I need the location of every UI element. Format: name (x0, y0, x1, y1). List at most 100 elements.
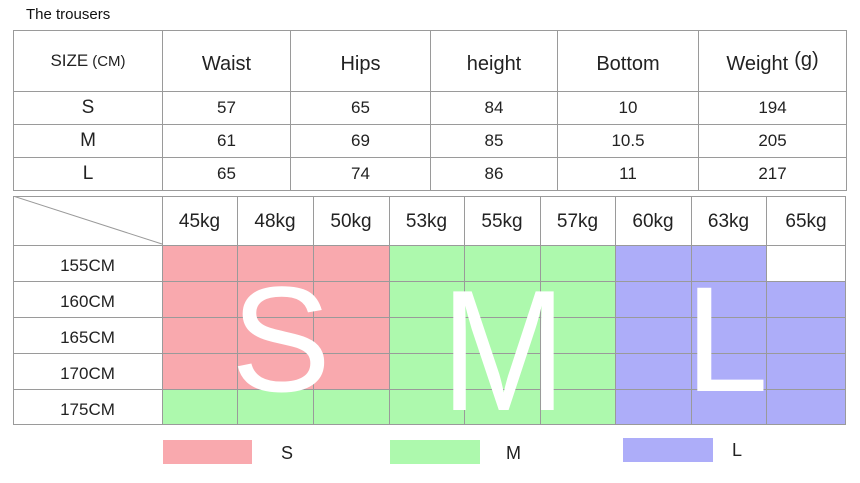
legend-label: L (732, 440, 743, 460)
size-letter-l: L (685, 255, 769, 423)
weight-header: 55kg (481, 211, 523, 232)
weight-header: 57kg (556, 211, 599, 232)
grid-line (13, 317, 846, 318)
page-title: The trousers (26, 6, 111, 23)
size-cell-l (691, 389, 766, 425)
grid-line (237, 196, 238, 425)
weight-header: 50kg (330, 211, 372, 232)
size-cell-m (464, 317, 540, 353)
size-cell-s (162, 281, 237, 317)
size-cell-l (615, 353, 691, 389)
size-cell-s (313, 353, 389, 389)
grid-line (845, 196, 846, 425)
size-cell-l (615, 281, 691, 317)
size-chart: 45kg 48kg 50kg 53kg 55kg 57kg 60kg 63kg 65kg 155C… (13, 196, 846, 436)
size-cell-l (766, 353, 846, 389)
size-cell-m (237, 389, 313, 425)
height-label: 155CM (60, 256, 115, 275)
size-cell-s (313, 281, 389, 317)
row-waist: 61 (162, 124, 291, 158)
size-cell-s (237, 281, 313, 317)
size-cell-l (691, 353, 766, 389)
row-weight: 217 (698, 157, 847, 191)
size-table: SIZE (CM) Waist Hips height Bottom Weight… (13, 30, 847, 191)
legend-label: M (506, 443, 521, 463)
size-cell-m (540, 389, 615, 425)
weight-header: 63kg (707, 211, 750, 232)
grid-line (13, 353, 846, 354)
size-cell-l (615, 245, 691, 281)
grid-line (13, 245, 846, 246)
grid-line (464, 196, 465, 425)
size-cell-m (389, 353, 464, 389)
row-waist: 57 (162, 91, 291, 125)
header-size: SIZE (CM) (13, 30, 163, 92)
grid-line (313, 196, 314, 425)
size-cell-m (389, 317, 464, 353)
weight-header: 65kg (785, 211, 827, 232)
header-weight-unit: (g) (794, 48, 819, 71)
header-weight: Weight (g) (698, 30, 847, 92)
row-size: L (13, 157, 163, 191)
size-cell-l (691, 245, 766, 281)
height-label: 165CM (60, 328, 115, 347)
row-bottom: 10 (557, 91, 699, 125)
size-cell-m (313, 389, 389, 425)
weight-header: 48kg (254, 211, 296, 232)
header-waist: Waist (162, 30, 291, 92)
height-label: 160CM (60, 292, 115, 311)
size-cell-l (691, 281, 766, 317)
header-hips: Hips (290, 30, 431, 92)
size-cell-s (237, 353, 313, 389)
table-row: S 57 65 84 10 194 (13, 91, 847, 125)
header-height: height (430, 30, 558, 92)
corner-diagonal (13, 196, 163, 245)
size-letter-m: M (441, 253, 566, 447)
size-cell-l (766, 389, 846, 425)
row-hips: 69 (290, 124, 431, 158)
grid-line (13, 196, 14, 425)
grid-line (13, 196, 846, 197)
size-cell-m (540, 317, 615, 353)
header-size-label: SIZE (50, 51, 89, 70)
row-height: 85 (430, 124, 558, 158)
row-size: M (13, 124, 163, 158)
size-cell-m (389, 389, 464, 425)
header-size-unit: (CM) (92, 53, 126, 70)
grid-line (13, 424, 846, 425)
row-bottom: 11 (557, 157, 699, 191)
grid-line (615, 196, 616, 425)
size-cell-s (237, 317, 313, 353)
height-label: 175CM (60, 400, 115, 419)
grid-line (389, 196, 390, 425)
size-cell-m (464, 281, 540, 317)
size-cell-s (162, 245, 237, 281)
row-size: S (13, 91, 163, 125)
table-row: M 61 69 85 10.5 205 (13, 124, 847, 158)
size-cell-s (313, 245, 389, 281)
grid-line (13, 281, 846, 282)
row-weight: 205 (698, 124, 847, 158)
size-cell-m (464, 245, 540, 281)
row-height: 84 (430, 91, 558, 125)
size-cell-s (162, 317, 237, 353)
size-cell-l (766, 281, 846, 317)
weight-header: 53kg (405, 211, 448, 232)
size-cell-m (389, 281, 464, 317)
legend-swatch-m (390, 440, 480, 464)
size-cell-m (540, 281, 615, 317)
size-cell-m (464, 389, 540, 425)
size-cell-l (766, 317, 846, 353)
size-cell-s (162, 353, 237, 389)
size-cell-l (615, 389, 691, 425)
row-hips: 65 (290, 91, 431, 125)
weight-header: 60kg (632, 211, 674, 232)
legend-label: S (281, 443, 294, 463)
row-waist: 65 (162, 157, 291, 191)
size-cell-l (691, 317, 766, 353)
header-bottom: Bottom (557, 30, 699, 92)
size-letter-s: S (231, 255, 332, 423)
row-hips: 74 (290, 157, 431, 191)
size-cell-s (237, 245, 313, 281)
table-row: L 65 74 86 11 217 (13, 157, 847, 191)
